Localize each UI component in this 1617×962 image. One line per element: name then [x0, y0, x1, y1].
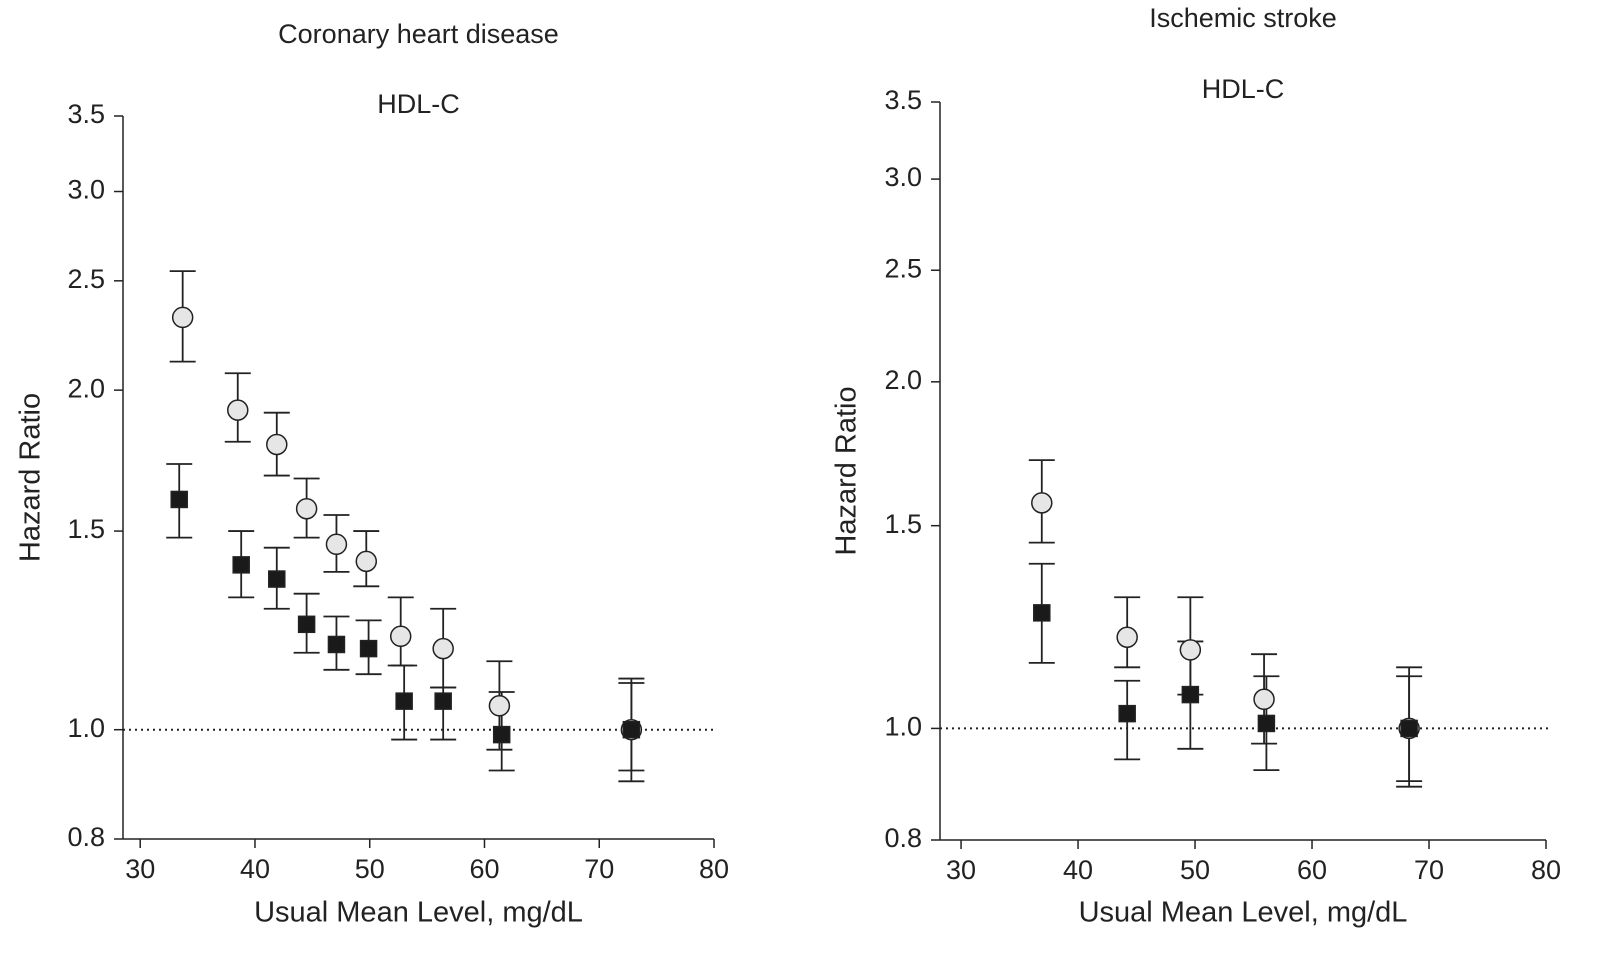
square-marker: [395, 692, 413, 710]
y-tick-label: 2.0: [67, 373, 105, 403]
square-marker: [1118, 704, 1136, 723]
x-axis-label: Usual Mean Level, mg/dL: [1079, 897, 1408, 929]
circle-marker: [1179, 639, 1202, 661]
y-tick-label: 2.5: [884, 253, 922, 283]
x-tick-label: 40: [240, 854, 270, 884]
circle-marker: [1253, 688, 1275, 711]
y-tick-label: 0.8: [884, 823, 922, 853]
y-tick-label: 2.0: [884, 365, 922, 395]
y-tick-label: 3.5: [67, 99, 105, 129]
square-marker: [622, 720, 641, 739]
square-marker: [232, 556, 250, 574]
x-tick-label: 70: [584, 854, 614, 884]
square-marker: [492, 725, 511, 744]
x-axis-label: Usual Mean Level, mg/dL: [254, 897, 583, 929]
circle-marker: [389, 625, 412, 648]
y-tick-label: 1.0: [67, 713, 105, 743]
chart-title: Ischemic stroke: [1149, 3, 1337, 33]
square-marker: [359, 639, 378, 658]
y-tick-label: 1.5: [884, 509, 922, 539]
square-marker: [297, 615, 316, 634]
chart-subtitle: HDL-C: [377, 89, 460, 119]
square-marker: [434, 692, 452, 710]
x-tick-label: 80: [699, 854, 729, 884]
square-marker: [327, 635, 346, 654]
square-marker: [268, 570, 286, 588]
y-tick-label: 1.0: [884, 712, 922, 742]
circle-marker: [325, 533, 348, 556]
circle-marker: [266, 433, 288, 456]
circle-marker: [355, 550, 378, 573]
circle-marker: [171, 306, 194, 329]
x-tick-label: 30: [125, 854, 155, 884]
square-marker: [1257, 714, 1276, 733]
x-tick-label: 60: [469, 854, 499, 884]
x-tick-label: 30: [946, 855, 976, 885]
y-axis-label: Hazard Ratio: [831, 386, 863, 555]
chart-title: Coronary heart disease: [278, 19, 559, 49]
square-marker: [170, 490, 188, 509]
circle-marker: [488, 695, 511, 717]
circle-marker: [1031, 492, 1053, 514]
y-axis-label: Hazard Ratio: [15, 393, 47, 562]
x-tick-label: 70: [1414, 855, 1444, 885]
y-tick-label: 3.0: [884, 162, 922, 192]
x-tick-label: 60: [1297, 855, 1327, 885]
x-tick-label: 50: [355, 854, 385, 884]
square-marker: [1033, 604, 1051, 622]
x-tick-label: 50: [1180, 855, 1210, 885]
y-tick-label: 1.5: [67, 514, 105, 544]
y-tick-label: 3.5: [884, 85, 922, 115]
circle-marker: [227, 399, 249, 421]
circle-marker: [1116, 626, 1138, 649]
circle-marker: [295, 497, 318, 520]
circle-marker: [432, 637, 454, 660]
square-marker: [1181, 685, 1200, 704]
x-tick-label: 40: [1063, 855, 1093, 885]
y-tick-label: 0.8: [67, 822, 105, 852]
x-tick-label: 80: [1531, 855, 1561, 885]
y-tick-label: 3.0: [67, 175, 105, 205]
chart-subtitle: HDL-C: [1202, 74, 1285, 104]
y-tick-label: 2.5: [67, 264, 105, 294]
square-marker: [1400, 719, 1418, 738]
